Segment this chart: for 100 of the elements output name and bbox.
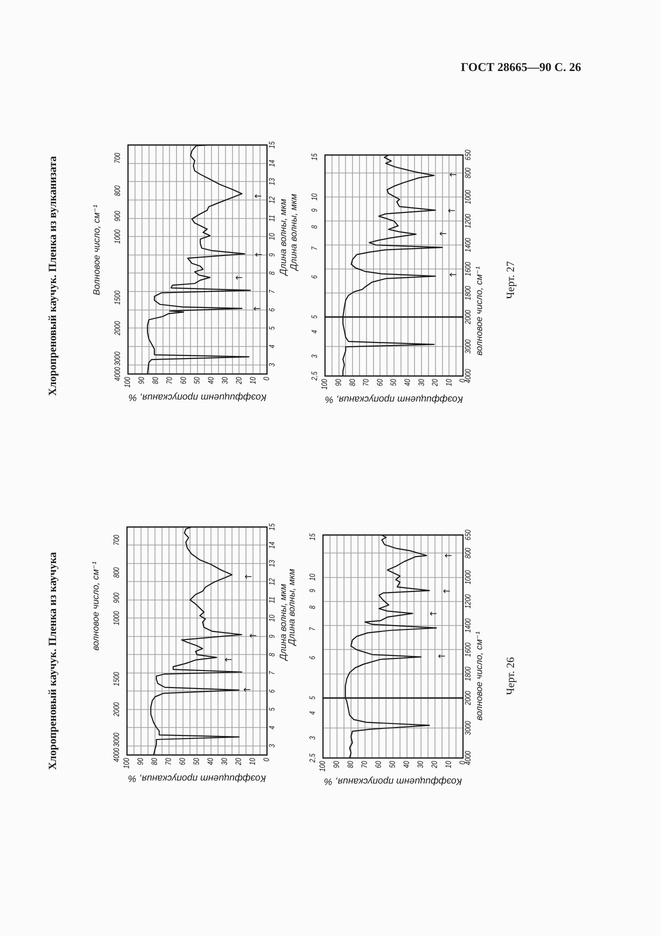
x-tick-label: 40	[206, 377, 216, 384]
text: 800	[111, 567, 122, 578]
annotation: ←	[442, 587, 451, 598]
y-tick-label: 9	[266, 253, 277, 257]
y-tick-label: 5	[266, 706, 277, 712]
y-tick-label: 6	[266, 307, 277, 312]
annotation: ←	[254, 192, 262, 202]
y-tick-label: 3000	[462, 339, 473, 354]
y-axis-title: волновое число, см⁻¹	[474, 631, 484, 721]
text: 2000	[111, 702, 122, 718]
y-tick-label: 13	[266, 178, 277, 186]
x-axis-title: Коэффициент пропускания, %	[324, 393, 463, 404]
text: 4000	[111, 748, 122, 762]
text: 10	[307, 574, 318, 581]
y-tick-label: 7	[266, 288, 277, 294]
text: 700	[112, 152, 122, 164]
y-tick-label: 7	[266, 670, 277, 675]
y-tick-label: 650	[462, 530, 473, 540]
y-tick-label: 1400	[462, 238, 473, 252]
text: 9	[309, 208, 320, 212]
x-tick-label: 90	[136, 377, 146, 384]
text: 1000	[111, 611, 122, 626]
x-tick-label: 20	[429, 761, 440, 769]
x-tick-label: 70	[163, 758, 174, 766]
y-tick-label: 3	[266, 363, 277, 367]
annotation: ←	[253, 304, 262, 314]
x-tick-label: 80	[150, 377, 160, 384]
annotation: ←	[235, 273, 244, 284]
x-tick-label: 70	[359, 761, 370, 768]
x-tick-label: 10	[443, 761, 454, 768]
x-tick-label: 30	[416, 379, 426, 386]
x-tick-label: 0	[261, 758, 272, 762]
x-tick-label: 10	[247, 758, 258, 766]
text: 8	[309, 225, 320, 229]
annotation: ←	[448, 206, 456, 216]
y-tick-label: 800	[462, 548, 473, 558]
x-tick-label: 60	[178, 377, 188, 384]
y-tick-label: 650	[462, 150, 473, 160]
text: 3000	[112, 352, 122, 366]
text: 900	[112, 210, 122, 222]
y2-axis-title: Волновое число, см⁻¹	[92, 204, 102, 296]
x-axis-title: Коэффициент пропускания, %	[128, 391, 266, 402]
x-tick-label: 20	[234, 377, 244, 385]
x-tick-label: 80	[347, 379, 358, 386]
text: 4	[307, 711, 318, 715]
x-tick-label: 50	[387, 761, 398, 768]
y-tick-label: 3000	[462, 720, 473, 736]
text: 10	[309, 193, 320, 201]
text: 1000	[112, 229, 122, 244]
y2-axis-title: Длина волны, мкм	[286, 568, 296, 646]
x-tick-label: 50	[191, 758, 202, 766]
y-tick-label: 1600	[462, 262, 473, 276]
text: 1500	[112, 290, 122, 305]
x-axis-title: Коэффициент пропускания, %	[323, 775, 462, 786]
text: 3	[309, 354, 320, 358]
text: 3000	[111, 732, 122, 747]
text: 4000	[112, 366, 122, 382]
text: Хлоропреновый каучук. Пленка из вулканизата	[46, 156, 59, 396]
y-tick-label: 800	[462, 168, 473, 178]
y-tick-label: 1200	[462, 594, 473, 609]
x-tick-label: 60	[374, 379, 385, 386]
annotation: ←	[244, 572, 253, 582]
y-tick-label: 12	[266, 578, 277, 586]
x-tick-label: 50	[192, 377, 202, 384]
x-tick-label: 100	[122, 377, 132, 388]
y-tick-label: 14	[266, 160, 277, 167]
annotation: ←	[444, 551, 453, 562]
text: Черт. 26	[504, 656, 517, 695]
text: 5	[309, 314, 320, 319]
x-tick-label: 70	[164, 377, 174, 384]
y-tick-label: 2000	[462, 310, 473, 325]
text: 8	[307, 606, 318, 610]
x-tick-label: 40	[402, 379, 412, 386]
text: 900	[111, 592, 122, 604]
x-axis-title: Коэффициент пропускания, %	[127, 772, 266, 784]
y2-axis-title: волновое число, см⁻¹	[90, 561, 100, 651]
x-tick-label: 30	[220, 377, 230, 384]
y-tick-label: 6	[266, 688, 277, 693]
y-tick-label: 14	[266, 542, 277, 549]
y-tick-label: 1000	[462, 190, 473, 204]
y-tick-label: 3	[266, 744, 277, 748]
y-tick-label: 4	[266, 344, 277, 348]
x-tick-label: 100	[317, 761, 328, 772]
text: 1500	[111, 672, 122, 686]
annotation: ←	[449, 270, 458, 280]
text: 4	[309, 330, 320, 334]
y-tick-label: 8	[266, 271, 277, 276]
x-tick-label: 40	[205, 758, 216, 766]
y-axis-title: Длина волны, мкм	[278, 198, 288, 276]
text: 7	[307, 626, 318, 631]
x-tick-label: 80	[149, 758, 160, 766]
y-tick-label: 4	[266, 726, 277, 730]
text: 800	[112, 185, 122, 196]
x-tick-label: 70	[360, 379, 371, 386]
text: Черт. 27	[504, 260, 517, 299]
x-tick-label: 30	[219, 758, 230, 766]
y2-axis-title: Длина волны, мкм	[288, 194, 298, 272]
x-tick-label: 90	[135, 758, 146, 766]
x-tick-label: 100	[319, 379, 330, 390]
text: 7	[309, 246, 320, 250]
